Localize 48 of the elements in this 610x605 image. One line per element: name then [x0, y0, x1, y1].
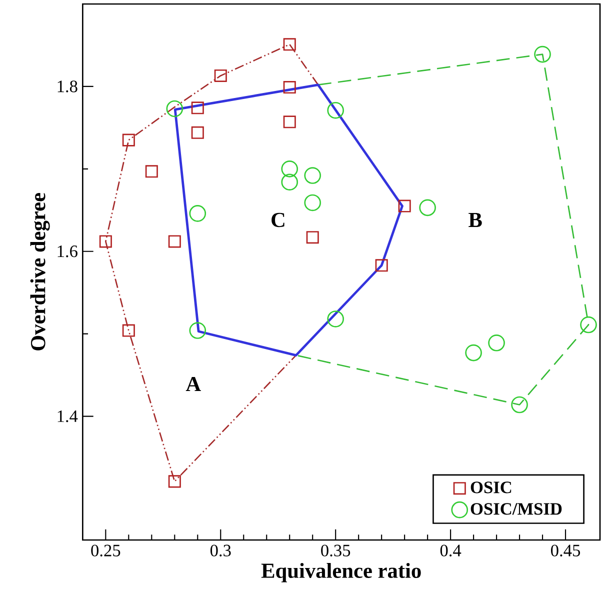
annotation: B: [468, 212, 482, 228]
point: [327, 102, 344, 119]
legend-label: OSIC: [470, 482, 512, 494]
point: [166, 100, 184, 118]
x-tick-label: 0.45: [551, 544, 580, 556]
point: [306, 231, 319, 244]
line-series: [104, 44, 319, 482]
x-tick-label: 0.25: [91, 544, 120, 556]
line-series: [295, 54, 590, 406]
x-tick-label: 0.35: [321, 544, 350, 556]
point: [168, 235, 181, 248]
point: [281, 160, 298, 178]
point: [283, 81, 296, 94]
point: [214, 69, 227, 82]
point: [375, 259, 388, 272]
point: [191, 102, 204, 114]
point: [488, 334, 505, 352]
legend-label: OSIC/MSID: [470, 503, 562, 515]
point: [304, 194, 321, 212]
point: [168, 475, 181, 488]
annotation: A: [186, 376, 201, 392]
point: [191, 126, 204, 139]
point: [398, 200, 411, 212]
point: [511, 396, 528, 414]
x-tick-label: 0.4: [440, 544, 462, 556]
point: [281, 174, 298, 191]
point: [189, 205, 206, 222]
point: [99, 235, 112, 248]
point: [580, 316, 597, 334]
line-series: [174, 84, 404, 356]
point: [122, 324, 135, 337]
y-tick-label: 1.6: [58, 246, 78, 258]
point: [145, 165, 158, 178]
point: [327, 310, 344, 328]
y-tick-label: 1.8: [58, 80, 78, 92]
x-tick-label: 0.3: [210, 544, 231, 556]
point: [465, 344, 482, 362]
point: [283, 38, 296, 51]
point: [419, 199, 436, 216]
point: [534, 46, 551, 63]
point: [189, 322, 206, 339]
point: [304, 167, 321, 184]
point: [283, 116, 296, 128]
annotation: C: [272, 212, 284, 228]
x-axis-title: Equivalence ratio: [261, 562, 421, 582]
y-tick-label: 1.4: [58, 410, 78, 422]
y-axis-title: Overdrive degree: [30, 193, 50, 350]
point: [122, 134, 135, 146]
